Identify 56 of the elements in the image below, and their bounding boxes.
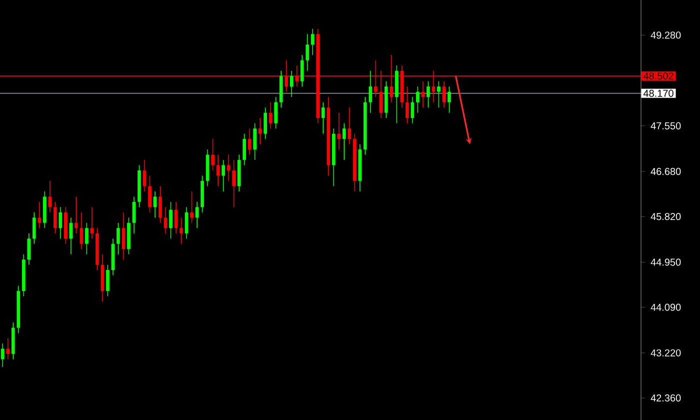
- ref-line-label: 48.170: [643, 90, 674, 97]
- candlestick: [248, 128, 252, 156]
- candlestick: [27, 232, 31, 266]
- candlestick: [342, 122, 346, 160]
- candlestick: [169, 201, 172, 239]
- candlestick: [58, 206, 62, 239]
- candlestick: [337, 112, 341, 150]
- y-tick-label: 44.950: [650, 258, 681, 266]
- candlestick: [6, 338, 10, 360]
- candlestick: [416, 86, 420, 114]
- candlestick: [321, 102, 325, 134]
- candlestick: [190, 190, 194, 224]
- candlestick: [0, 343, 4, 368]
- candlestick: [211, 138, 214, 171]
- candlestick: [38, 201, 42, 228]
- candlestick: [174, 201, 178, 234]
- y-tick-label: 43.220: [650, 349, 681, 356]
- candlestick: [258, 118, 262, 145]
- y-tick-label: 42.360: [650, 394, 681, 402]
- candlestick: [222, 160, 225, 192]
- candlestick: [85, 222, 88, 255]
- candlestick: [264, 107, 268, 140]
- candlestick: [300, 54, 304, 87]
- candlestick: [232, 160, 236, 208]
- candlestick: [406, 86, 409, 124]
- candlestick: [226, 154, 230, 182]
- y-tick-label: 44.090: [650, 304, 681, 311]
- candlestick: [90, 206, 94, 239]
- candlestick: [253, 122, 257, 160]
- candlestick: [158, 186, 162, 224]
- candlestick: [180, 217, 183, 244]
- candlestick: [106, 264, 110, 297]
- candlestick: [368, 70, 372, 114]
- candlestick: [310, 28, 314, 56]
- candlestick: [437, 80, 440, 108]
- candlestick: [242, 133, 246, 166]
- y-tick-label: 45.820: [650, 213, 681, 220]
- candlestick: [448, 86, 451, 114]
- candlestick: [274, 96, 278, 129]
- candlestick: [426, 80, 430, 108]
- candlestick: [74, 196, 78, 234]
- candlestick: [116, 222, 120, 255]
- candlestick: [53, 201, 57, 234]
- candlestick: [348, 107, 352, 145]
- candlestick: [80, 212, 84, 250]
- candlestick: [32, 212, 36, 244]
- y-tick-label: 49.280: [650, 32, 681, 39]
- y-tick-label: 46.680: [650, 168, 681, 175]
- candlestick: [268, 102, 272, 129]
- y-tick-label: 47.550: [650, 122, 681, 130]
- candlestick: [148, 175, 152, 213]
- ref-line-label: 48.502: [643, 72, 674, 80]
- candlestick: [410, 96, 414, 124]
- candlestick: [290, 70, 294, 98]
- candlestick: [48, 180, 52, 213]
- candlestick: [306, 34, 310, 72]
